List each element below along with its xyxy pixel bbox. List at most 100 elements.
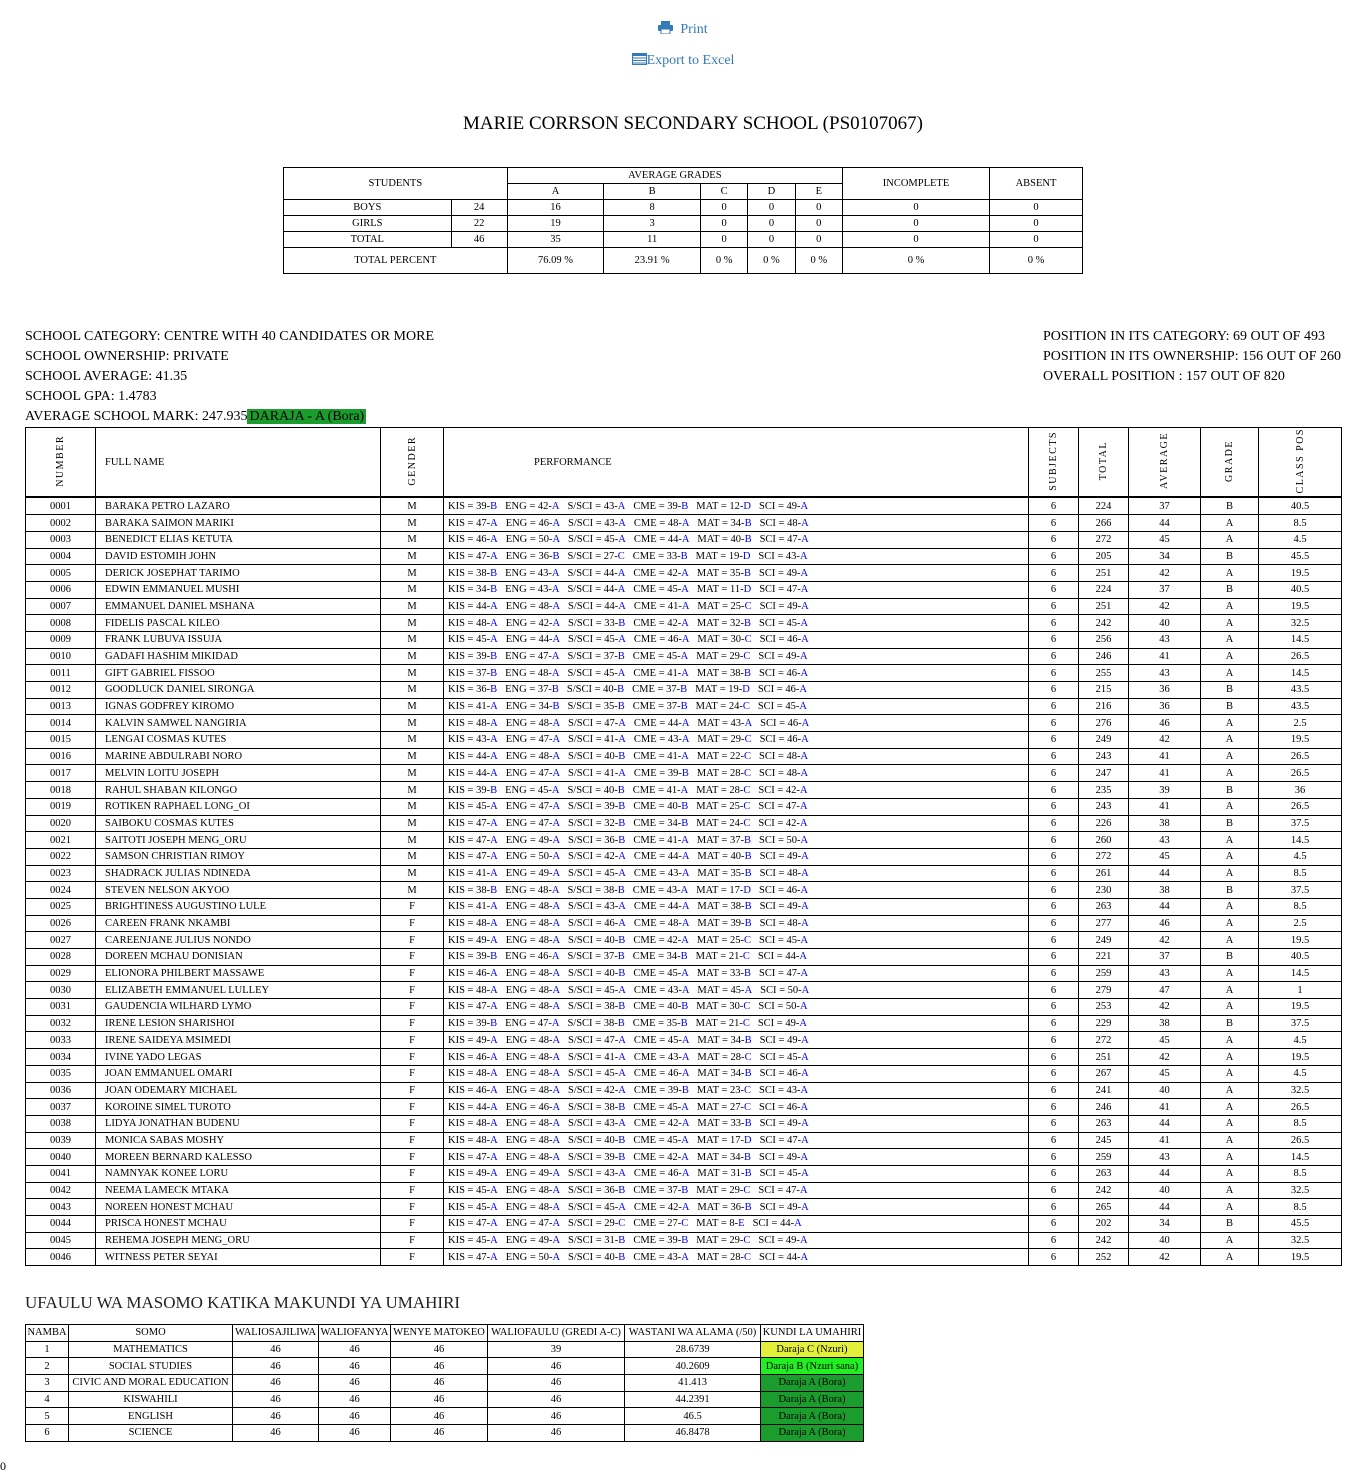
subject-grade: B	[744, 1168, 752, 1180]
waliofaulu: 46	[487, 1424, 625, 1442]
subject-score: S/SCI = 42-A	[568, 1084, 626, 1096]
grade-header-a: A	[506, 183, 605, 200]
class-position: 32.5	[1258, 1232, 1342, 1250]
subject-score: MAT = 25-C	[696, 934, 751, 946]
subject-score: SCI = 49-A	[758, 651, 808, 662]
subject-grade: A	[552, 834, 561, 846]
grade: B	[1200, 948, 1259, 966]
grade-count: 0	[747, 231, 796, 248]
student-number: 0011	[25, 664, 96, 683]
subject-score: CME = 45-A	[633, 1034, 690, 1046]
percent-incomplete: 0 %	[842, 247, 990, 274]
namba: 3	[25, 1374, 69, 1392]
student-number: 0033	[25, 1031, 96, 1050]
average: 44	[1128, 865, 1201, 883]
wastani: 44.2391	[624, 1390, 761, 1409]
total: 260	[1078, 831, 1129, 849]
header-total: TOTAL	[1098, 441, 1109, 481]
student-name: GAUDENCIA WILHARD LYMO	[95, 998, 381, 1016]
average-school-mark: AVERAGE SCHOOL MARK: 247.935	[25, 409, 248, 424]
subject-score: SCI = 45-A	[759, 617, 809, 629]
student-gender: F	[380, 931, 444, 950]
grade: A	[1200, 1065, 1259, 1083]
export-excel-link[interactable]: Export to Excel	[0, 53, 1366, 69]
subject-score: S/SCI = 40-B	[566, 684, 625, 696]
subject-score: ENG = 42-A	[505, 617, 561, 629]
class-position: 19.5	[1258, 1048, 1342, 1066]
subject-grade: B	[680, 951, 688, 963]
student-number: 0042	[25, 1182, 96, 1200]
subjects-count: 6	[1028, 1165, 1079, 1183]
class-position: 26.5	[1258, 1132, 1342, 1150]
subject-score: ENG = 48-A	[505, 717, 561, 729]
subject-score: CME = 45-A	[633, 1134, 689, 1146]
student-number: 0028	[25, 948, 96, 966]
subject-grade: B	[680, 550, 688, 562]
print-link[interactable]: Print	[0, 21, 1366, 38]
subjects-count: 6	[1028, 865, 1079, 883]
subject-score: SCI = 46-A	[759, 634, 809, 646]
student-gender: F	[380, 998, 444, 1016]
subject-score: MAT = 45-A	[697, 984, 753, 996]
subjects-count: 6	[1028, 1082, 1079, 1100]
subject-score: SCI = 44-A	[757, 951, 807, 963]
namba: 4	[25, 1390, 69, 1409]
subject-grade: B	[490, 684, 498, 696]
subject-grade: A	[490, 1235, 498, 1247]
subject-score: KIS = 49-A	[448, 1168, 498, 1180]
subject-score: SCI = 49-A	[759, 1034, 809, 1046]
total: 242	[1078, 1182, 1129, 1200]
subject-grade: A	[490, 817, 498, 829]
subject-grade: A	[552, 1134, 561, 1146]
subject-grade: A	[490, 701, 498, 713]
subject-grade: A	[681, 584, 689, 596]
subject-score: MAT = 28-C	[696, 784, 751, 796]
table-row: 0043 NOREEN HONEST MCHAU F KIS = 45-A ENG = …	[25, 1198, 1342, 1217]
subject-score: KIS = 48-A	[448, 984, 498, 996]
subject-score: SCI = 47-A	[759, 534, 809, 546]
table-row: 0036 JOAN ODEMARY MICHAEL F KIS = 46-A ENG =…	[25, 1082, 1342, 1100]
somo: SCIENCE	[68, 1424, 233, 1442]
performance-cell: KIS = 47-A ENG = 47-A S/SCI = 32-B CME = 34…	[443, 815, 1029, 833]
subject-score: ENG = 47-A	[505, 801, 561, 813]
average: 43	[1128, 631, 1201, 649]
student-gender: F	[380, 1048, 444, 1066]
subject-grade: A	[618, 734, 626, 746]
student-number: 0039	[25, 1132, 96, 1150]
subject-grade: B	[680, 1018, 688, 1030]
percent-e: 0 %	[794, 247, 844, 274]
percent-a: 76.09 %	[506, 247, 605, 274]
school-info-left: SCHOOL CATEGORY: CENTRE WITH 40 CANDIDAT…	[25, 327, 434, 427]
student-gender: F	[380, 1132, 444, 1150]
subject-score: S/SCI = 36-B	[568, 834, 626, 846]
subject-grade: C	[744, 600, 752, 612]
subject-grade: B	[681, 817, 689, 829]
subject-score: KIS = 48-A	[448, 1068, 498, 1080]
grade: B	[1200, 581, 1259, 599]
subject-grade: A	[800, 667, 809, 679]
student-number: 0005	[25, 564, 96, 582]
subject-grade: A	[490, 634, 498, 646]
subject-grade: B	[744, 534, 752, 546]
subject-grade: A	[680, 784, 689, 796]
subject-score: SCI = 46-A	[757, 684, 807, 696]
student-name: SAIBOKU COSMAS KUTES	[95, 815, 381, 833]
subject-score: SCI = 49-A	[759, 1118, 809, 1130]
subject-score: SCI = 45-A	[759, 1051, 809, 1063]
wenye-matokeo: 46	[390, 1407, 488, 1426]
student-number: 0009	[25, 631, 96, 649]
class-position: 26.5	[1258, 798, 1342, 816]
average: 38	[1128, 881, 1201, 899]
grade: A	[1200, 1082, 1259, 1100]
grade: A	[1200, 1132, 1259, 1150]
subject-score: MAT = 40-B	[697, 851, 752, 863]
table-row: 0014 KALVIN SAMWEL NANGIRIA M KIS = 48-A ENG…	[25, 714, 1342, 733]
subject-score: KIS = 45-A	[448, 1185, 498, 1196]
grade: B	[1200, 881, 1259, 899]
subject-score: ENG = 49-A	[505, 1168, 561, 1180]
table-row: 0044 PRISCA HONEST MCHAU F KIS = 47-A ENG = …	[25, 1215, 1342, 1233]
student-gender: F	[380, 898, 444, 916]
performance-cell: KIS = 41-A ENG = 48-A S/SCI = 43-A CME = 44…	[443, 898, 1029, 916]
performance-cell: KIS = 46-A ENG = 50-A S/SCI = 45-A CME = 44…	[443, 531, 1029, 549]
subject-grade: A	[490, 717, 498, 729]
